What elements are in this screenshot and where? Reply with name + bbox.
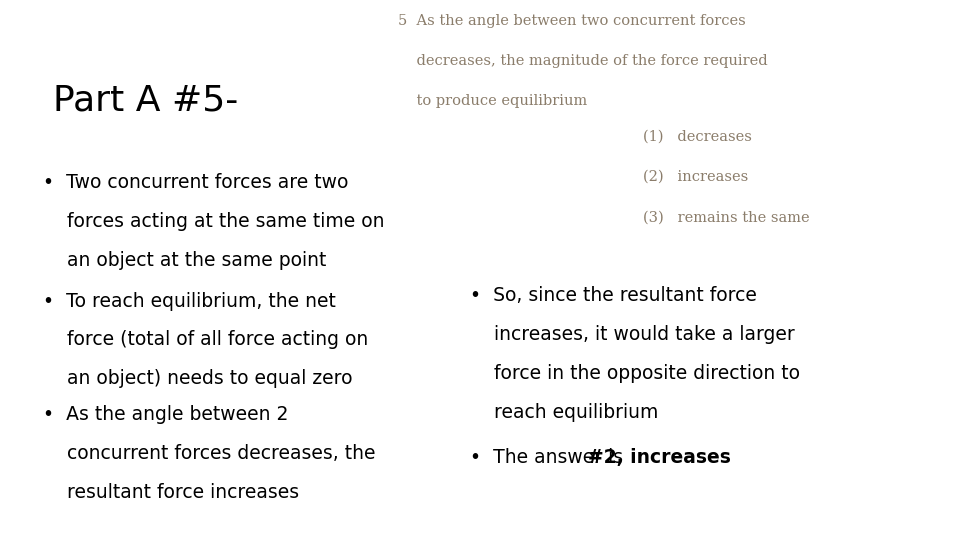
Text: (2)   increases: (2) increases	[643, 170, 749, 184]
Text: •  The answer is: • The answer is	[470, 448, 630, 467]
Text: (1)   decreases: (1) decreases	[643, 130, 752, 144]
Text: 5  As the angle between two concurrent forces: 5 As the angle between two concurrent fo…	[398, 14, 746, 28]
Text: an object) needs to equal zero: an object) needs to equal zero	[43, 369, 352, 388]
Text: (3)   remains the same: (3) remains the same	[643, 211, 810, 225]
Text: Part A #5-: Part A #5-	[53, 84, 238, 118]
Text: an object at the same point: an object at the same point	[43, 251, 326, 269]
Text: decreases, the magnitude of the force required: decreases, the magnitude of the force re…	[398, 54, 768, 68]
Text: force in the opposite direction to: force in the opposite direction to	[470, 364, 801, 383]
Text: #2, increases: #2, increases	[588, 448, 731, 467]
Text: to produce equilibrium: to produce equilibrium	[398, 94, 588, 109]
Text: •  So, since the resultant force: • So, since the resultant force	[470, 286, 757, 305]
Text: •  As the angle between 2: • As the angle between 2	[43, 405, 289, 424]
Text: concurrent forces decreases, the: concurrent forces decreases, the	[43, 444, 375, 463]
Text: •  Two concurrent forces are two: • Two concurrent forces are two	[43, 173, 348, 192]
Text: increases, it would take a larger: increases, it would take a larger	[470, 325, 795, 344]
Text: forces acting at the same time on: forces acting at the same time on	[43, 212, 385, 231]
Text: reach equilibrium: reach equilibrium	[470, 403, 659, 422]
Text: •  To reach equilibrium, the net: • To reach equilibrium, the net	[43, 292, 336, 310]
Text: resultant force increases: resultant force increases	[43, 483, 300, 502]
Text: force (total of all force acting on: force (total of all force acting on	[43, 330, 369, 349]
